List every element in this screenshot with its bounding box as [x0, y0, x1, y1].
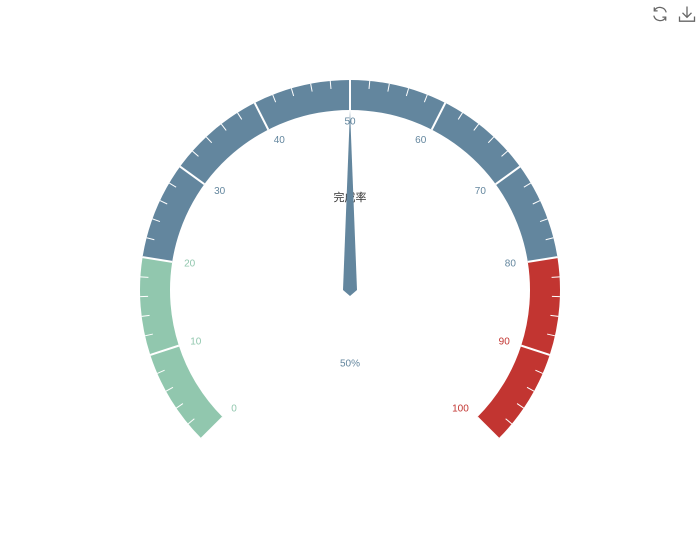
tick-label: 60: [415, 135, 427, 146]
restore-icon[interactable]: [651, 5, 669, 23]
minor-tick: [526, 386, 535, 392]
minor-tick: [329, 80, 332, 89]
tick-label: 80: [505, 258, 517, 269]
tick-label: 30: [214, 186, 226, 197]
split-line: [179, 165, 205, 186]
minor-tick: [368, 80, 371, 89]
minor-tick: [523, 182, 532, 188]
split-line: [527, 256, 558, 263]
minor-tick: [157, 369, 165, 374]
minor-tick: [205, 136, 213, 144]
split-line: [200, 416, 224, 440]
minor-tick: [550, 314, 559, 317]
minor-tick: [516, 403, 524, 409]
minor-tick: [457, 112, 463, 120]
minor-tick: [535, 369, 543, 374]
tick-label: 90: [499, 337, 511, 348]
minor-tick: [505, 418, 513, 425]
minor-tick: [551, 276, 560, 278]
minor-tick: [237, 112, 243, 120]
split-line: [476, 416, 500, 440]
minor-tick: [272, 94, 277, 103]
minor-tick: [487, 136, 495, 144]
minor-tick: [539, 218, 548, 223]
toolbox: [651, 5, 696, 23]
minor-tick: [176, 403, 184, 409]
tick-label: 0: [231, 403, 237, 414]
minor-tick: [473, 123, 480, 131]
gauge-pointer: [343, 110, 357, 296]
tick-label: 10: [190, 337, 202, 348]
split-line: [495, 165, 521, 186]
minor-tick: [152, 218, 161, 223]
split-line: [430, 102, 447, 131]
tick-label: 20: [184, 258, 196, 269]
minor-tick: [501, 150, 508, 157]
tick-label: 40: [274, 135, 286, 146]
minor-tick: [187, 418, 195, 425]
minor-tick: [141, 314, 150, 317]
minor-tick: [547, 333, 556, 337]
minor-tick: [405, 88, 410, 97]
minor-tick: [423, 94, 428, 103]
split-line: [253, 102, 270, 131]
split-line: [142, 256, 173, 263]
minor-tick: [290, 88, 295, 97]
minor-tick: [532, 200, 541, 205]
gauge-band-0: [140, 257, 223, 439]
minor-tick: [545, 237, 554, 241]
gauge-band-2: [477, 257, 560, 439]
minor-tick: [159, 200, 168, 205]
minor-tick: [220, 123, 227, 131]
gauge-detail-value: 50%: [340, 359, 360, 370]
minor-tick: [192, 150, 199, 157]
minor-tick: [310, 83, 313, 92]
tick-label: 100: [452, 403, 469, 414]
minor-tick: [140, 276, 149, 278]
download-icon[interactable]: [678, 5, 696, 23]
minor-tick: [144, 333, 153, 337]
tick-label: 70: [475, 186, 487, 197]
split-line: [520, 344, 551, 356]
minor-tick: [165, 386, 174, 392]
split-line: [149, 344, 180, 356]
gauge-band-1: [142, 80, 558, 262]
minor-tick: [146, 237, 155, 241]
minor-tick: [168, 182, 177, 188]
minor-tick: [387, 83, 390, 92]
